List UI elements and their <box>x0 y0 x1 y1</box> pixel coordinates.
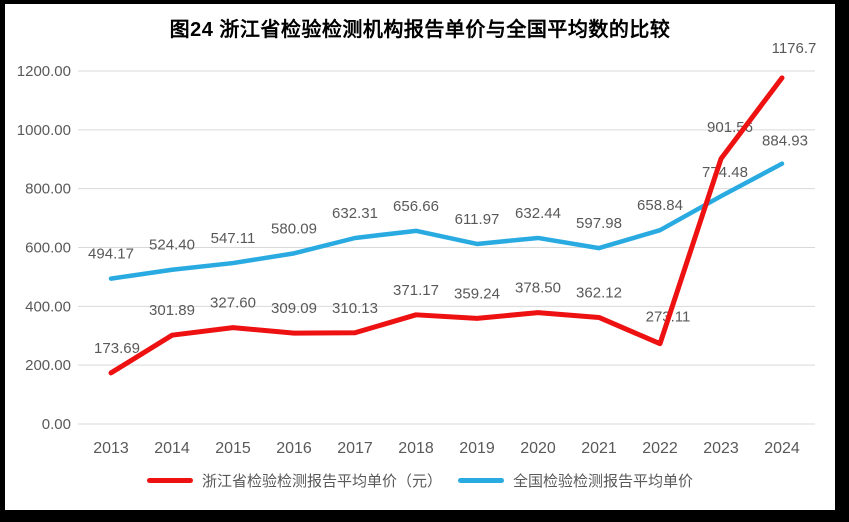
data-label: 301.89 <box>149 302 195 319</box>
legend-item-zhejiang[interactable]: 浙江省检验检测报告平均单价（元） <box>146 470 442 491</box>
x-axis-tick-label: 2018 <box>398 440 434 457</box>
data-label: 611.97 <box>455 211 500 228</box>
y-axis-tick-label: 1000.00 <box>17 122 71 139</box>
x-axis-tick-label: 2022 <box>642 440 678 457</box>
y-axis-tick-label: 200.00 <box>25 357 71 374</box>
zhejiang-series-line[interactable] <box>108 75 785 376</box>
y-axis-tick-label: 800.00 <box>25 181 71 198</box>
blue-line-swatch <box>458 478 504 483</box>
x-axis-tick-label: 2016 <box>276 440 312 457</box>
line-chart-canvas: 0.00 200.00 400.00 600.00 800.00 1000.00 1200.… <box>17 40 817 457</box>
data-label: 774.48 <box>702 164 748 181</box>
legend: 浙江省检验检测报告平均单价（元） 全国检验检测报告平均单价 <box>5 470 835 491</box>
x-axis-tick-label: 2020 <box>520 440 556 457</box>
legend-label-national: 全国检验检测报告平均单价 <box>513 473 694 490</box>
red-line-swatch <box>146 478 193 483</box>
legend-label-zhejiang: 浙江省检验检测报告平均单价（元） <box>201 473 442 490</box>
data-label: 656.66 <box>393 198 439 215</box>
x-axis-tick-label: 2024 <box>764 440 800 457</box>
data-label: 327.60 <box>210 295 256 312</box>
y-axis-tick-label: 0.00 <box>42 416 71 433</box>
x-axis-tick-label: 2021 <box>581 440 617 457</box>
legend-item-national[interactable]: 全国检验检测报告平均单价 <box>458 470 693 491</box>
chart-title: 图24 浙江省检验检测机构报告单价与全国平均数的比较 <box>169 19 671 41</box>
x-axis-tick-label: 2023 <box>703 440 739 457</box>
x-axis-tick-label: 2017 <box>337 440 373 457</box>
data-label: 884.93 <box>762 133 808 150</box>
x-axis-tick-label: 2019 <box>459 440 495 457</box>
data-label: 1176.7 <box>772 40 817 57</box>
data-label: 309.09 <box>271 300 317 317</box>
data-label: 378.50 <box>515 280 561 297</box>
data-label: 359.24 <box>454 285 500 302</box>
data-label: 362.12 <box>576 284 622 301</box>
data-label: 524.40 <box>149 237 195 254</box>
data-label: 580.09 <box>271 220 317 237</box>
data-label: 173.69 <box>94 340 140 357</box>
y-axis-tick-label: 600.00 <box>25 240 71 257</box>
x-axis-tick-label: 2014 <box>154 440 190 457</box>
national-series-line[interactable] <box>108 161 785 281</box>
data-label: 547.11 <box>211 230 256 247</box>
x-axis-tick-label: 2013 <box>93 440 129 457</box>
x-axis-tick-label: 2015 <box>215 440 251 457</box>
data-label: 632.31 <box>332 205 378 222</box>
y-axis-tick-label: 400.00 <box>25 298 71 315</box>
data-label: 494.17 <box>88 246 134 263</box>
data-label: 632.44 <box>515 205 561 222</box>
data-label: 658.84 <box>637 197 683 214</box>
data-label: 597.98 <box>576 215 622 232</box>
data-label: 371.17 <box>393 282 439 299</box>
y-axis-tick-label: 1200.00 <box>17 63 71 80</box>
data-label: 310.13 <box>332 300 378 317</box>
